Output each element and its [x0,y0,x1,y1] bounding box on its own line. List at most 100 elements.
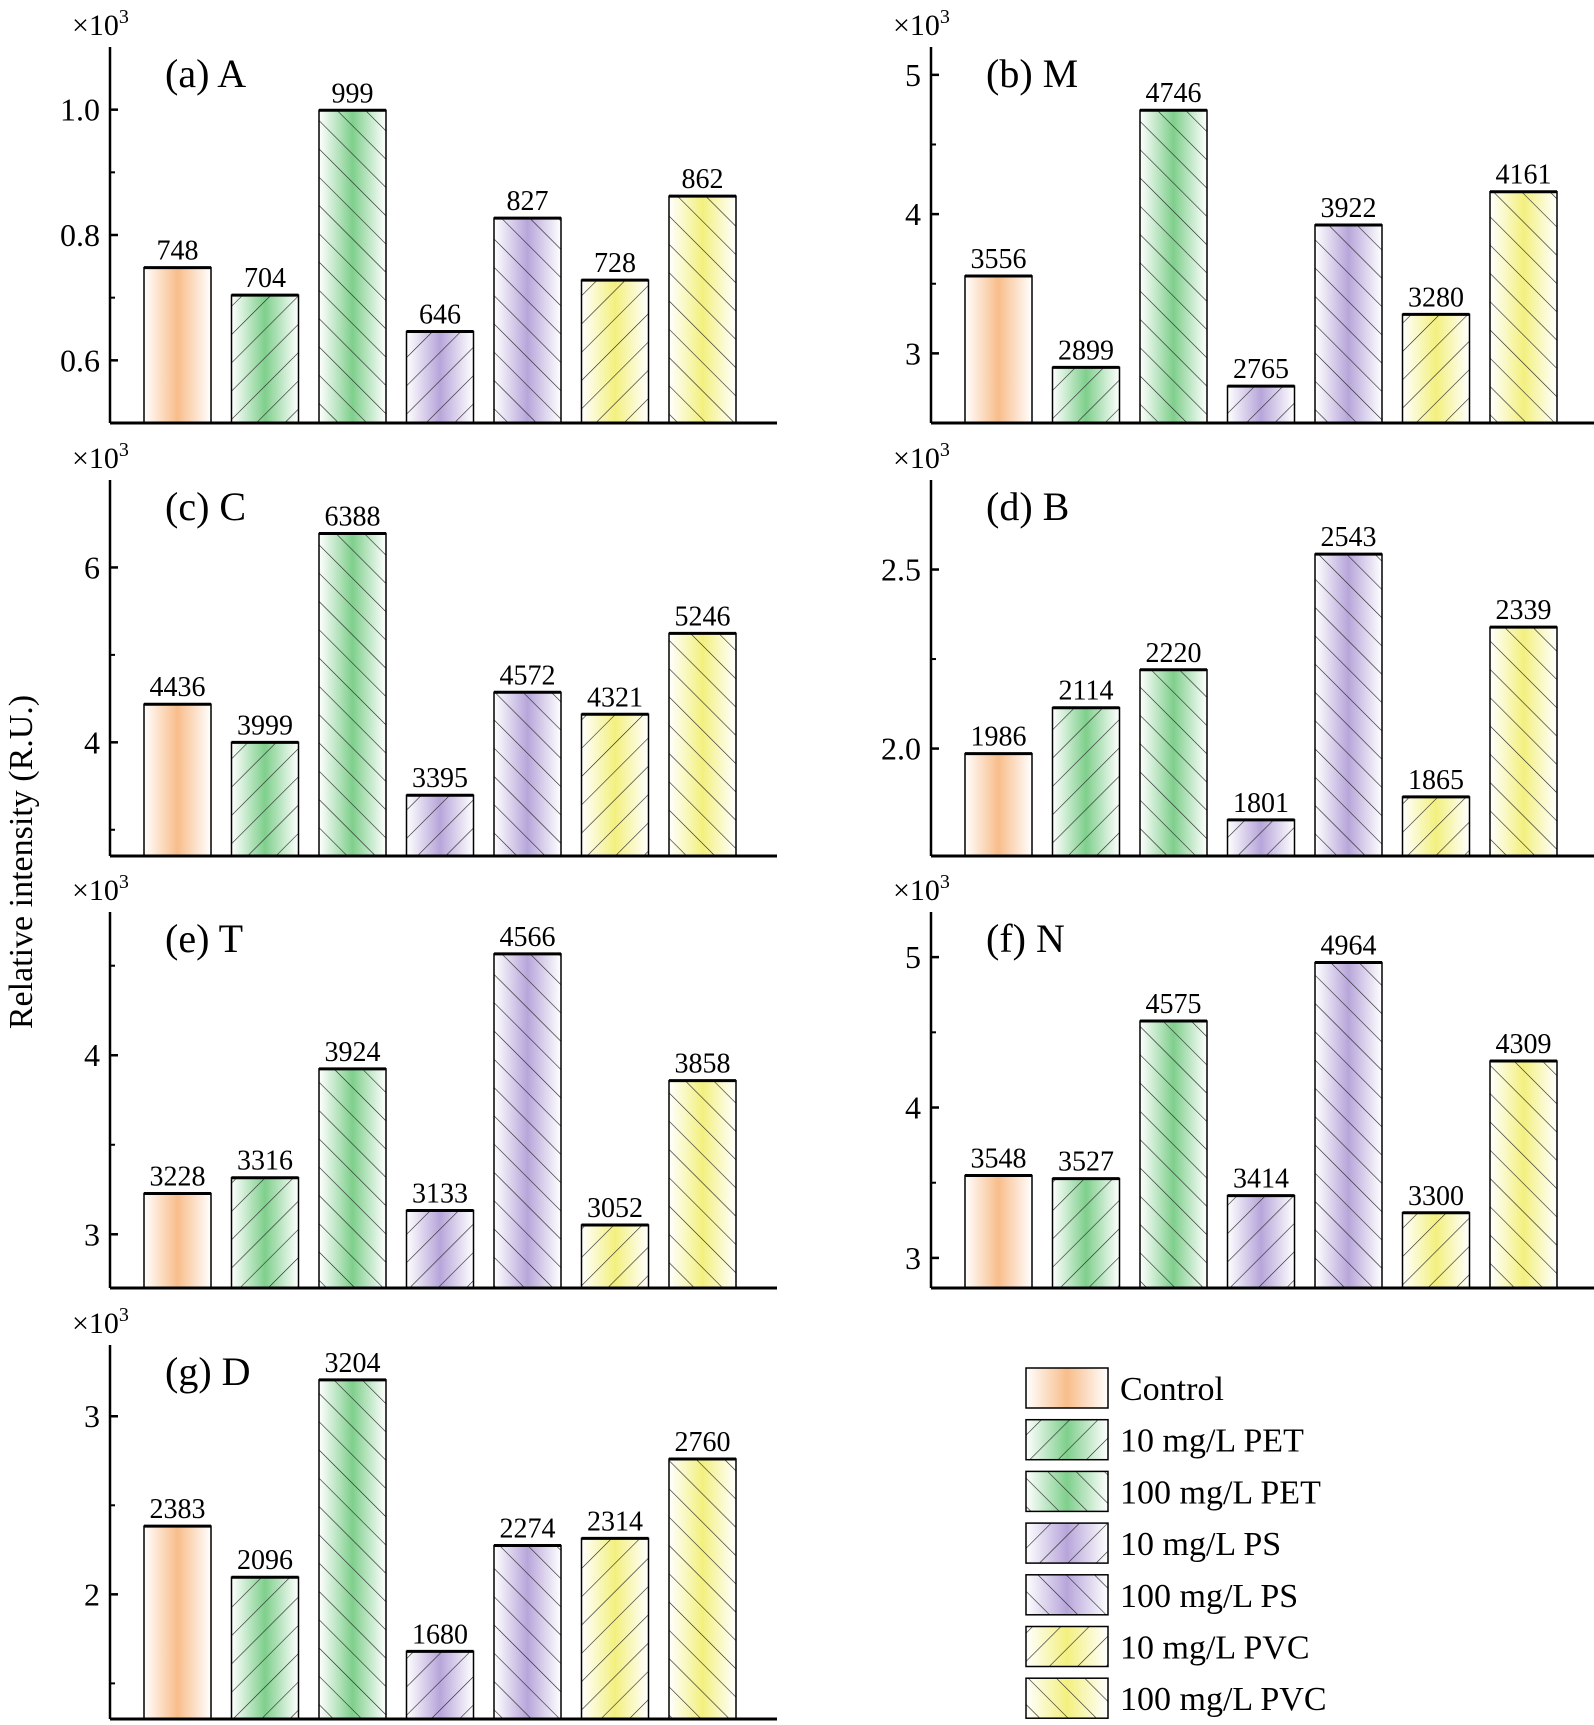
data-label: 3924 [325,1037,381,1068]
y-tick-label: 2.0 [881,731,921,767]
data-label: 3280 [1408,282,1464,313]
bar [1139,1019,1208,1289]
panel-title: (g) D [165,1349,251,1394]
legend-item: 100 mg/L PS [1025,1574,1298,1616]
data-label: 4321 [587,682,643,713]
panel-gd: 2383 2096 3204 1680 2274 2314 2760 2 3 ×103 (g) D [72,1304,777,1721]
data-label: 3300 [1408,1181,1464,1212]
data-label: 4746 [1146,78,1202,109]
data-label: 3922 [1321,193,1377,224]
data-label: 2383 [150,1494,206,1525]
data-label: 704 [244,263,286,294]
bar [318,1378,387,1720]
bar [580,1223,650,1289]
data-label: 1865 [1408,765,1464,796]
data-label: 3133 [412,1178,468,1209]
y-tick-label: 4 [905,1090,921,1126]
bar [1314,223,1383,424]
bar [1489,625,1558,857]
data-label: 4566 [500,922,556,953]
legend-item: 100 mg/L PET [1025,1470,1321,1513]
data-label: 2899 [1058,335,1114,366]
bar [668,194,737,424]
bar [668,1457,737,1720]
y-tick-label: 5 [905,939,921,975]
data-label: 3858 [675,1049,731,1080]
y-tick-label: 3 [905,335,921,371]
legend-label: 100 mg/L PET [1120,1474,1321,1511]
data-label: 1680 [412,1619,468,1650]
bar [1401,795,1471,857]
bar [1314,552,1383,857]
legend-swatch [1025,1574,1109,1616]
legend-label: Control [1120,1371,1224,1408]
y-tick-label: 3 [84,1216,100,1252]
y-tick-label: 4 [905,196,921,232]
panel-bm: 3556 2899 4746 2765 3922 3280 4161 3 4 5 ×103 (b) M [893,6,1594,425]
data-label: 728 [594,248,636,279]
y-tick-label: 3 [905,1240,921,1276]
bar [230,1575,300,1720]
bar [964,752,1033,857]
data-label: 3228 [150,1161,206,1192]
bar [230,1176,300,1289]
data-label: 2339 [1496,595,1552,626]
bar [318,532,387,857]
bar [493,690,562,857]
panel-title: (e) T [165,916,243,961]
panel-db: 1986 2114 2220 1801 2543 1865 2339 2.0 2.5 ×103 (d… [881,439,1594,858]
data-label: 2096 [237,1545,293,1576]
data-label: 2114 [1059,676,1114,707]
panel-fn: 3548 3527 4575 3414 4964 3300 4309 3 4 5 ×103 (f) N [893,871,1594,1290]
data-label: 2274 [500,1514,556,1545]
bar [143,1191,212,1289]
legend-label: 10 mg/L PET [1120,1423,1304,1460]
bar [493,216,562,424]
data-label: 3414 [1233,1164,1289,1195]
bar [1051,1177,1121,1289]
bar [1139,668,1208,857]
data-label: 4309 [1496,1029,1552,1060]
data-label: 862 [682,164,724,195]
data-label: 3395 [412,763,468,794]
data-label: 4161 [1496,160,1552,191]
multiplier-label: ×103 [893,871,950,907]
bar [405,1208,475,1289]
y-tick-label: 6 [84,549,100,585]
bar [1489,1059,1558,1289]
bar [668,631,737,857]
panel-title: (c) C [165,484,246,529]
legend-swatch [1025,1677,1109,1719]
bar [493,1544,562,1720]
data-label: 646 [419,300,461,331]
data-label: 3999 [237,710,293,741]
bar [405,793,475,857]
panels: 748 704 999 646 827 728 862 0.6 0.8 1.0 ×103 (a) A 3… [60,6,1594,1721]
bar [405,1649,475,1720]
bar [318,1067,387,1289]
y-tick-label: 0.8 [60,217,100,253]
data-label: 3556 [971,244,1027,275]
data-label: 3316 [237,1146,293,1177]
data-label: 4436 [150,672,206,703]
bar [143,1524,212,1720]
data-label: 5246 [675,601,731,632]
data-label: 2765 [1233,354,1289,385]
legend-swatch [1025,1625,1109,1668]
legend-item: Control [1025,1367,1224,1409]
data-label: 748 [157,236,199,267]
bar [1139,108,1208,424]
y-tick-label: 3 [84,1398,100,1434]
bar [1489,190,1558,424]
bar [580,278,650,424]
multiplier-label: ×103 [72,6,129,42]
bar [668,1079,737,1289]
data-label: 6388 [325,502,381,533]
bar [1051,365,1121,424]
bar [1226,1194,1296,1289]
data-label: 999 [332,78,374,109]
panel-aa: 748 704 999 646 827 728 862 0.6 0.8 1.0 ×103 (a) A [60,6,777,425]
y-tick-label: 2.5 [881,552,921,588]
multiplier-label: ×103 [72,439,129,475]
